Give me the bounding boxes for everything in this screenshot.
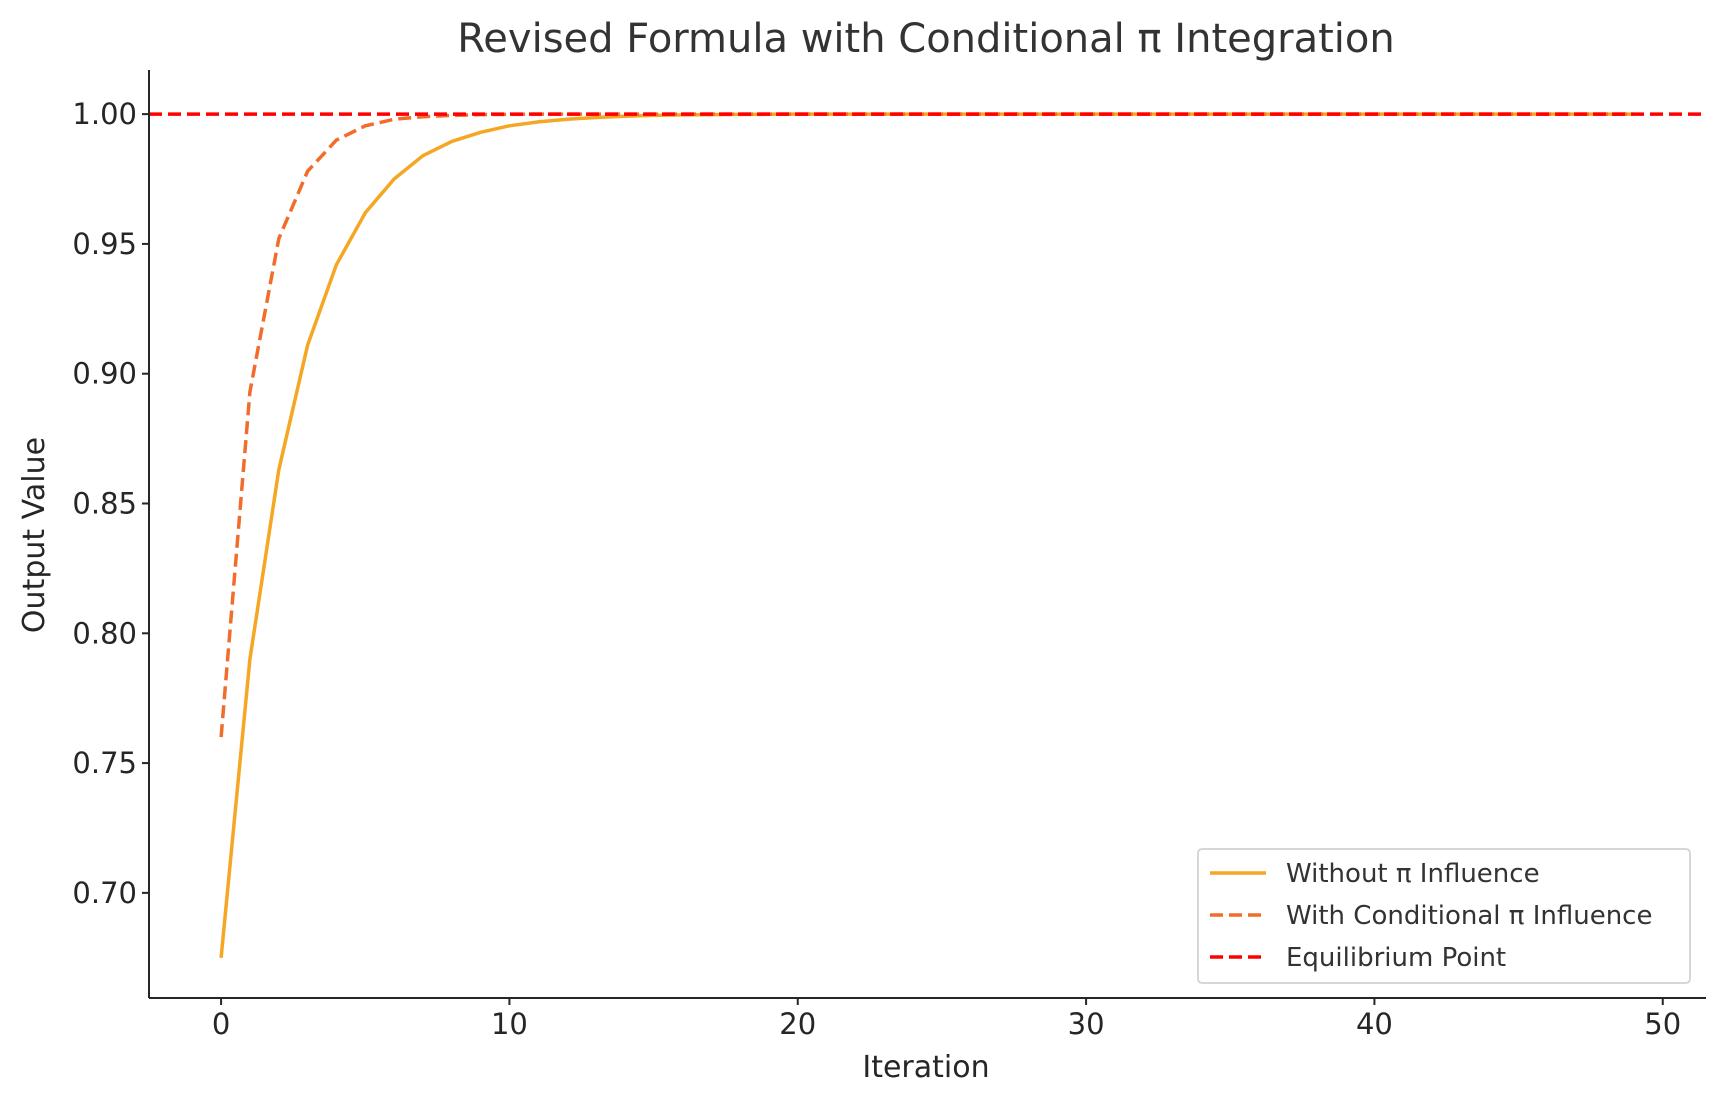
x-tick-label: 20 xyxy=(779,1007,816,1041)
y-tick-label: 0.95 xyxy=(72,227,137,261)
series-line-2 xyxy=(219,112,1634,738)
x-tick-label: 50 xyxy=(1644,1007,1681,1041)
x-axis-label: Iteration xyxy=(862,1050,989,1085)
x-tick-label: 30 xyxy=(1068,1007,1105,1041)
plot-area xyxy=(149,112,1706,958)
y-tick-label: 0.70 xyxy=(72,876,137,910)
series-line-1 xyxy=(219,112,1634,958)
legend-box xyxy=(1197,848,1691,984)
x-tick-label: 10 xyxy=(491,1007,528,1041)
y-axis-label: Output Value xyxy=(17,437,52,633)
y-tick-label: 1.00 xyxy=(72,97,137,131)
x-axis: 0 10 20 30 40 50 xyxy=(149,997,1706,1041)
chart-title: Revised Formula with Conditional π Integ… xyxy=(457,16,1394,62)
y-tick-label: 0.85 xyxy=(72,486,137,520)
y-tick-label: 0.90 xyxy=(72,357,137,391)
legend-label: Equilibrium Point xyxy=(1286,943,1506,973)
y-tick-label: 0.75 xyxy=(72,746,137,780)
x-tick-label: 40 xyxy=(1356,1007,1393,1041)
legend-label: With Conditional π Influence xyxy=(1286,901,1652,931)
legend: Without π Influence With Conditional π In… xyxy=(1197,848,1691,984)
y-axis: 0.70 0.75 0.80 0.85 0.90 0.95 1.00 xyxy=(72,70,150,998)
y-tick-label: 0.80 xyxy=(72,616,137,650)
x-tick-label: 0 xyxy=(212,1007,230,1041)
legend-label: Without π Influence xyxy=(1286,859,1540,889)
